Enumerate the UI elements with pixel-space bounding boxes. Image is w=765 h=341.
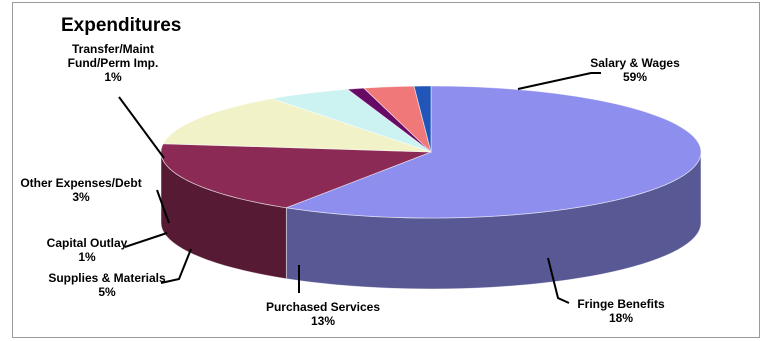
- slice-percent-transfer-maint-fund-perm-imp: 1%: [104, 70, 122, 84]
- slice-label-capital-outlay: Capital Outlay: [47, 236, 128, 250]
- slice-label-fringe-benefits: Fringe Benefits: [577, 297, 665, 311]
- slice-label-supplies-materials: Supplies & Materials: [48, 271, 166, 285]
- slice-percent-fringe-benefits: 18%: [609, 311, 633, 325]
- pie-slice-salary-wages: [284, 85, 702, 219]
- pie-top: [160, 85, 702, 219]
- slice-percent-other-expenses-debt: 3%: [72, 190, 90, 204]
- leader-line-transfer-maint-fund-perm-imp: [118, 96, 165, 159]
- slice-label-purchased-services: Purchased Services: [266, 300, 380, 314]
- slice-label-salary-wages: Salary & Wages: [590, 56, 680, 70]
- pie-slice-supplies-materials: [272, 88, 432, 153]
- slice-label-transfer-maint-fund-perm-imp: Transfer/Maint: [72, 42, 154, 56]
- slice-percent-purchased-services: 13%: [311, 314, 335, 328]
- leader-line-other-expenses-debt: [156, 189, 170, 224]
- leader-line-salary-wages: [517, 72, 601, 90]
- chart-area: Expenditures Salary & Wages 59% Fringe Ben…: [12, 2, 760, 338]
- leader-line-capital-outlay: [124, 232, 168, 248]
- slice-label-other-expenses-debt: Other Expenses/Debt: [20, 176, 141, 190]
- chart-title: Expenditures: [61, 15, 181, 36]
- leader-lines: [118, 72, 601, 304]
- pie-slice-transfer-maint-fund-perm-imp: [413, 85, 432, 153]
- slice-percent-salary-wages: 59%: [623, 70, 647, 84]
- leader-line-fringe-benefits: [547, 257, 570, 304]
- slice-label-transfer-maint-fund-perm-imp-1: Fund/Perm Imp.: [68, 56, 159, 70]
- slice-percent-capital-outlay: 1%: [78, 250, 96, 264]
- pie-slice-purchased-services: [162, 98, 432, 153]
- slice-percent-supplies-materials: 5%: [98, 285, 116, 299]
- pie-slice-other-expenses-debt: [362, 85, 432, 154]
- leader-line-supplies-materials: [160, 248, 192, 284]
